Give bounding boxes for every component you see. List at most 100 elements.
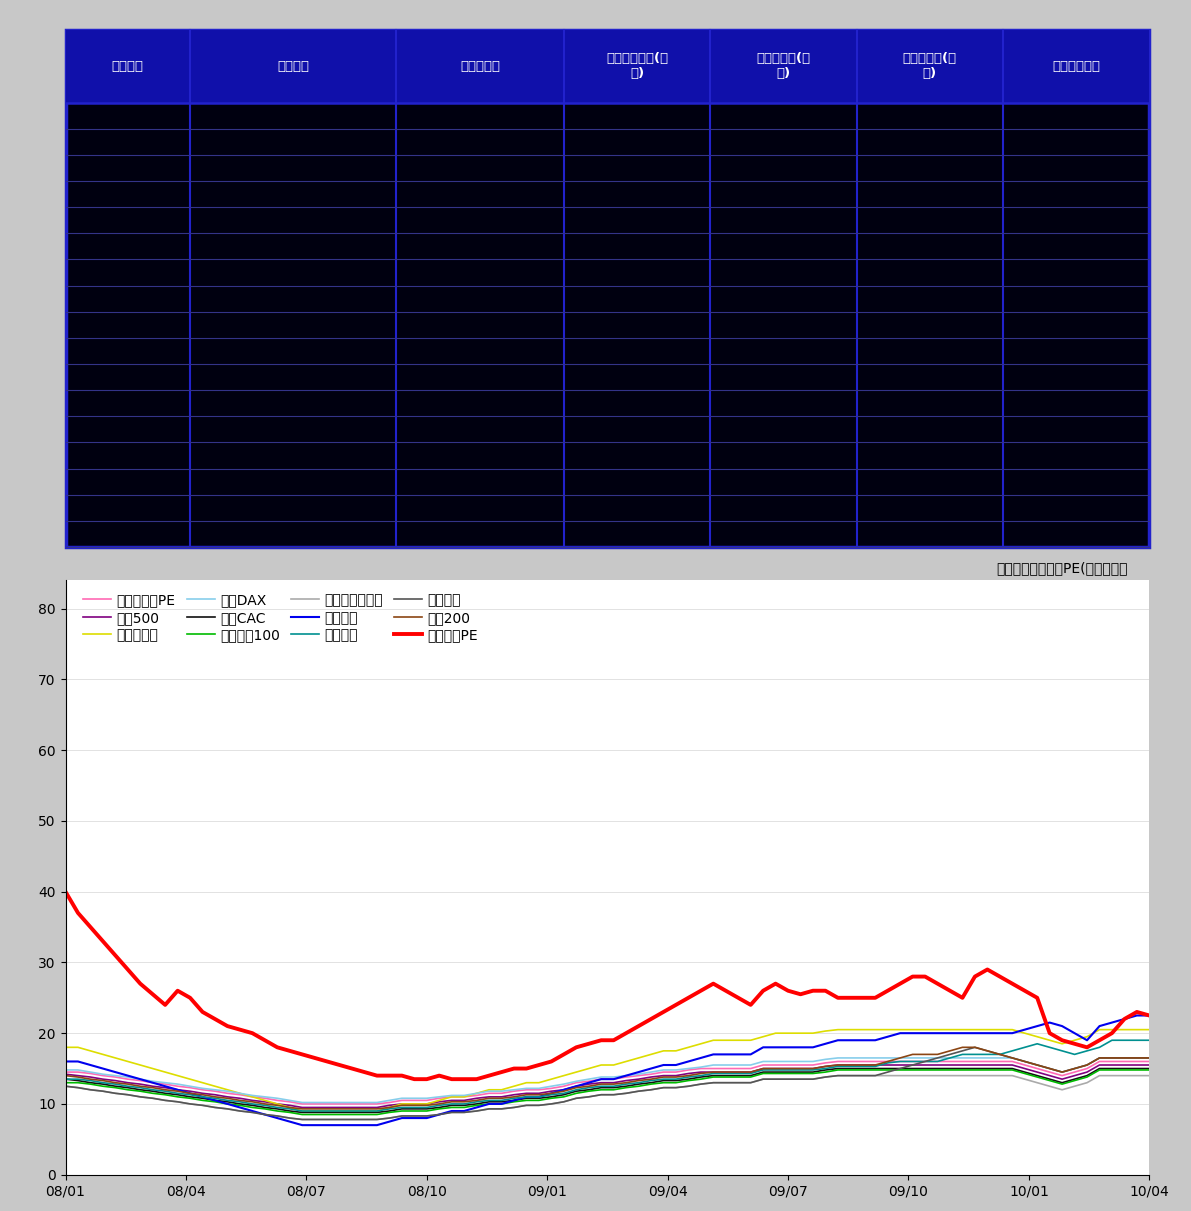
Text: 股票代码: 股票代码 (112, 61, 144, 73)
德国DAX (706, 1057, 721, 1072)
英国富时100 (83, 1077, 98, 1091)
日经指数 (295, 1118, 310, 1132)
Bar (66, 30, 1149, 103)
恒生指数 (706, 1066, 721, 1080)
上证综指PE (407, 1072, 422, 1086)
法国CAC (930, 1061, 944, 1075)
澳证200 (295, 1102, 310, 1117)
台湾加权 (606, 1087, 621, 1102)
德国DAX (930, 1051, 944, 1066)
新加坡海峡时报 (706, 1075, 721, 1090)
上证综指PE (369, 1068, 384, 1083)
德国DAX (83, 1064, 98, 1079)
日经指数 (606, 1072, 621, 1086)
英国富时100 (58, 1075, 73, 1090)
Line: 德国DAX: 德国DAX (66, 1058, 1149, 1102)
日经指数 (918, 1026, 933, 1040)
德国DAX (1142, 1051, 1156, 1066)
标普500 (930, 1057, 944, 1072)
澳证200 (606, 1077, 621, 1091)
澳证200 (369, 1102, 384, 1117)
日经指数 (706, 1048, 721, 1062)
日经指数 (369, 1118, 384, 1132)
Text: 股票简称: 股票简称 (278, 61, 310, 73)
新加坡海峡时报 (58, 1079, 73, 1094)
台湾加权 (382, 1110, 397, 1125)
英国富时100 (831, 1063, 846, 1078)
新加坡海峡时报 (831, 1068, 846, 1083)
恒生指数 (918, 1055, 933, 1069)
恒生指数 (606, 1079, 621, 1094)
道琼斯指数PE (1142, 1055, 1156, 1069)
法国CAC (382, 1103, 397, 1118)
新加坡海峡时报 (369, 1112, 384, 1126)
英国富时100 (295, 1107, 310, 1121)
日经指数 (1142, 1009, 1156, 1023)
德国DAX (382, 1094, 397, 1108)
台湾加权 (295, 1112, 310, 1126)
法国CAC (369, 1106, 384, 1120)
加拿大标普 (83, 1044, 98, 1058)
道琼斯指数PE (706, 1061, 721, 1075)
日经指数 (382, 1114, 397, 1129)
加拿大标普 (1142, 1022, 1156, 1037)
标普500 (606, 1075, 621, 1090)
新加坡海峡时报 (606, 1087, 621, 1102)
Line: 法国CAC: 法国CAC (66, 1068, 1149, 1113)
日经指数 (83, 1057, 98, 1072)
Line: 英国富时100: 英国富时100 (66, 1071, 1149, 1114)
澳证200 (83, 1072, 98, 1086)
Legend: 道琼斯指数PE, 标普500, 加拿大标普, 德国DAX, 法国CAC, 英国富时100, 新加坡海峡时报, 日经指数, 恒生指数, 台湾加权, 澳证200, : 道琼斯指数PE, 标普500, 加拿大标普, 德国DAX, 法国CAC, 英国富… (83, 593, 478, 642)
加拿大标普 (706, 1033, 721, 1048)
Text: 本期流通数量(万
股): 本期流通数量(万 股) (606, 52, 668, 80)
澳证200 (706, 1064, 721, 1079)
德国DAX (369, 1095, 384, 1109)
标普500 (295, 1100, 310, 1114)
德国DAX (606, 1069, 621, 1084)
澳证200 (955, 1040, 969, 1055)
加拿大标普 (369, 1103, 384, 1118)
法国CAC (606, 1080, 621, 1095)
标普500 (369, 1100, 384, 1114)
恒生指数 (58, 1072, 73, 1086)
加拿大标普 (382, 1100, 397, 1114)
澳证200 (382, 1100, 397, 1114)
标普500 (382, 1098, 397, 1113)
上证综指PE (83, 920, 98, 935)
道琼斯指数PE (930, 1055, 944, 1069)
法国CAC (831, 1061, 846, 1075)
Line: 上证综指PE: 上证综指PE (66, 891, 1149, 1079)
恒生指数 (369, 1103, 384, 1118)
加拿大标普 (58, 1040, 73, 1055)
澳证200 (58, 1068, 73, 1083)
新加坡海峡时报 (930, 1068, 944, 1083)
英国富时100 (706, 1069, 721, 1084)
标普500 (706, 1064, 721, 1079)
法国CAC (83, 1075, 98, 1090)
Line: 澳证200: 澳证200 (66, 1048, 1149, 1109)
Text: 可流通时间: 可流通时间 (460, 61, 500, 73)
Line: 台湾加权: 台湾加权 (66, 1048, 1149, 1119)
新加坡海峡时报 (1142, 1068, 1156, 1083)
德国DAX (831, 1051, 846, 1066)
Line: 恒生指数: 恒生指数 (66, 1040, 1149, 1110)
道琼斯指数PE (831, 1055, 846, 1069)
恒生指数 (1105, 1033, 1120, 1048)
标普500 (58, 1067, 73, 1081)
道琼斯指数PE (369, 1097, 384, 1112)
日经指数 (1130, 1009, 1145, 1023)
恒生指数 (83, 1073, 98, 1087)
上证综指PE (357, 1064, 372, 1079)
道琼斯指数PE (382, 1095, 397, 1109)
法国CAC (58, 1072, 73, 1086)
Line: 道琼斯指数PE: 道琼斯指数PE (66, 1062, 1149, 1104)
道琼斯指数PE (83, 1066, 98, 1080)
恒生指数 (382, 1102, 397, 1117)
英国富时100 (930, 1063, 944, 1078)
标普500 (831, 1057, 846, 1072)
英国富时100 (369, 1107, 384, 1121)
Text: 流通股份类型: 流通股份类型 (1052, 61, 1100, 73)
英国富时100 (1142, 1063, 1156, 1078)
上证综指PE (1080, 1040, 1095, 1055)
上证综指PE (1142, 1009, 1156, 1023)
